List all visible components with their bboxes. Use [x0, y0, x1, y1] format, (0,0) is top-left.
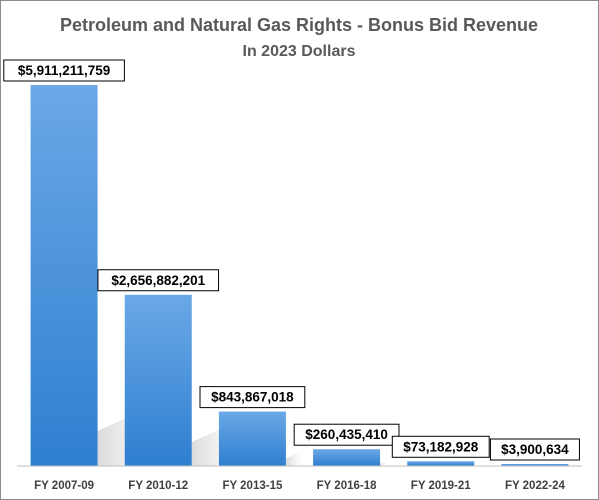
data-label: $5,911,211,759 — [4, 60, 125, 81]
category-label: FY 2016-18 — [317, 480, 377, 492]
category-label: FY 2013-15 — [222, 480, 282, 492]
bar-fy-2007-09 — [31, 85, 98, 466]
data-label: $260,435,410 — [294, 424, 399, 445]
bar-shadow — [380, 461, 387, 466]
data-label: $73,182,928 — [392, 436, 489, 457]
svg-text:$3,900,634: $3,900,634 — [501, 442, 569, 457]
category-labels: FY 2007-09 FY 2010-12 FY 2013-15 FY 2016-18… — [34, 480, 565, 492]
bar-shadow — [286, 451, 307, 466]
bar-fy-2019-21 — [407, 461, 474, 466]
svg-text:$2,656,882,201: $2,656,882,201 — [111, 273, 205, 288]
chart-subtitle: In 2023 Dollars — [243, 43, 356, 60]
category-label: FY 2022-24 — [505, 480, 565, 492]
data-label: $3,900,634 — [490, 439, 579, 460]
bar-fy-2010-12 — [125, 295, 192, 466]
data-label: $2,656,882,201 — [98, 270, 219, 291]
bar-fy-2013-15 — [219, 412, 286, 466]
data-label: $843,867,018 — [200, 387, 305, 408]
svg-text:$843,867,018: $843,867,018 — [211, 390, 294, 405]
category-label: FY 2010-12 — [128, 480, 188, 492]
bar-fy-2016-18 — [313, 449, 380, 466]
svg-text:$260,435,410: $260,435,410 — [305, 427, 388, 442]
svg-text:$73,182,928: $73,182,928 — [403, 439, 479, 454]
category-label: FY 2019-21 — [411, 480, 471, 492]
chart-title: Petroleum and Natural Gas Rights - Bonus… — [60, 15, 538, 35]
category-label: FY 2007-09 — [34, 480, 94, 492]
svg-text:$5,911,211,759: $5,911,211,759 — [18, 63, 110, 78]
